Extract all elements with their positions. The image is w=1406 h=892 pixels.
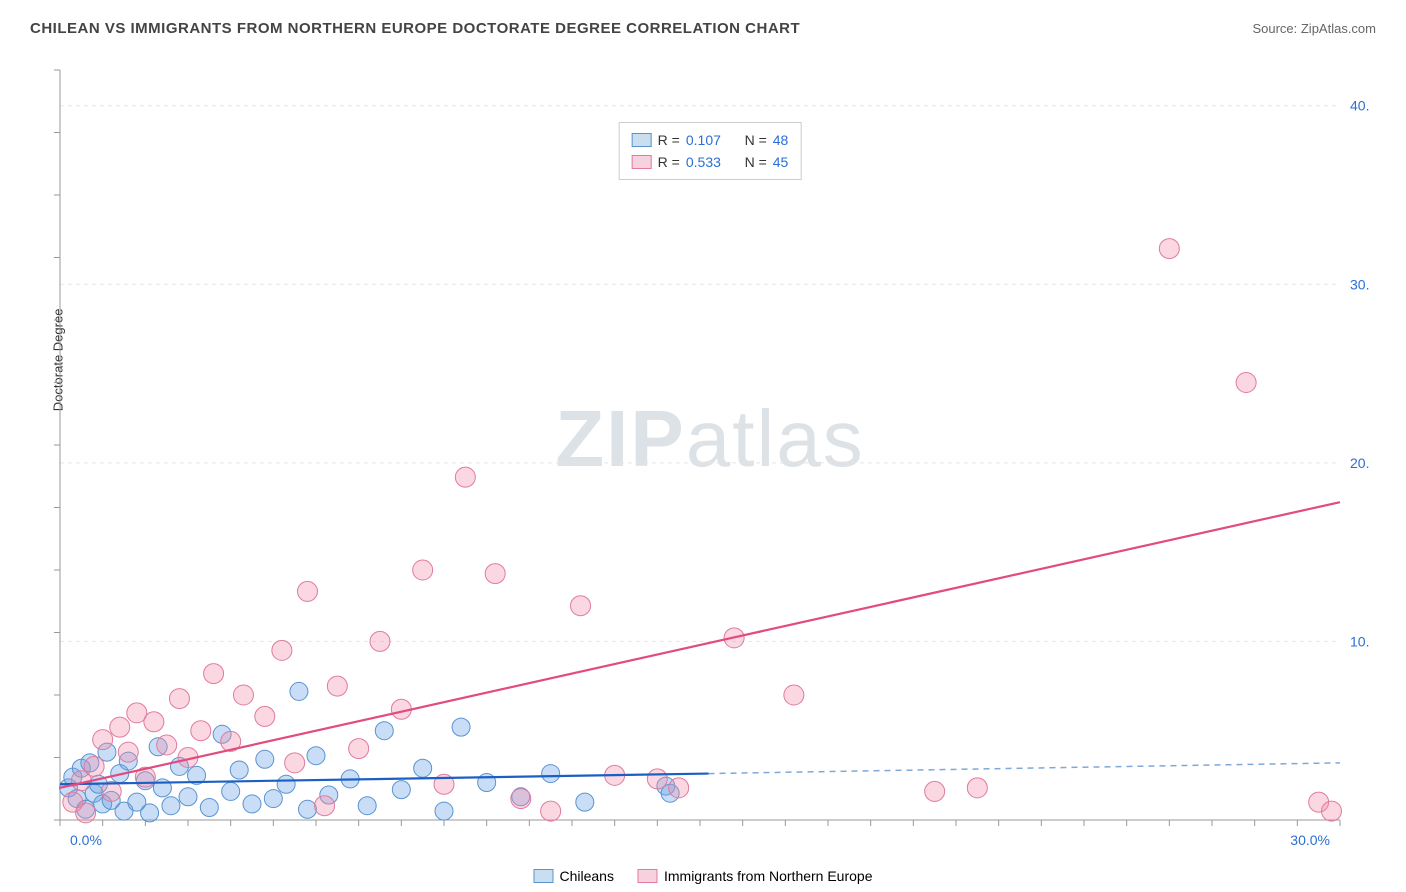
series-label: Immigrants from Northern Europe: [664, 868, 873, 884]
legend-swatch-icon: [533, 869, 553, 883]
legend-swatch-icon: [632, 133, 652, 147]
chart-area: Doctorate Degree ZIPatlas 10.0%20.0%30.0…: [50, 60, 1370, 850]
series-legend: Chileans Immigrants from Northern Europe: [533, 868, 872, 884]
legend-swatch-icon: [638, 869, 658, 883]
legend-row-chileans: R = 0.107 N = 48: [632, 129, 789, 151]
svg-text:30.0%: 30.0%: [1350, 276, 1370, 292]
series-label: Chileans: [559, 868, 613, 884]
series-legend-chileans: Chileans: [533, 868, 613, 884]
source-label: Source: ZipAtlas.com: [1252, 21, 1376, 36]
svg-text:0.0%: 0.0%: [70, 832, 102, 848]
legend-swatch-icon: [632, 155, 652, 169]
svg-text:10.0%: 10.0%: [1350, 633, 1370, 649]
correlation-legend: R = 0.107 N = 48R = 0.533 N = 45: [619, 122, 802, 180]
svg-text:40.0%: 40.0%: [1350, 98, 1370, 114]
svg-text:20.0%: 20.0%: [1350, 455, 1370, 471]
series-legend-immigrants: Immigrants from Northern Europe: [638, 868, 873, 884]
chart-title: CHILEAN VS IMMIGRANTS FROM NORTHERN EURO…: [30, 20, 800, 37]
svg-text:30.0%: 30.0%: [1290, 832, 1330, 848]
legend-row-immigrants: R = 0.533 N = 45: [632, 151, 789, 173]
